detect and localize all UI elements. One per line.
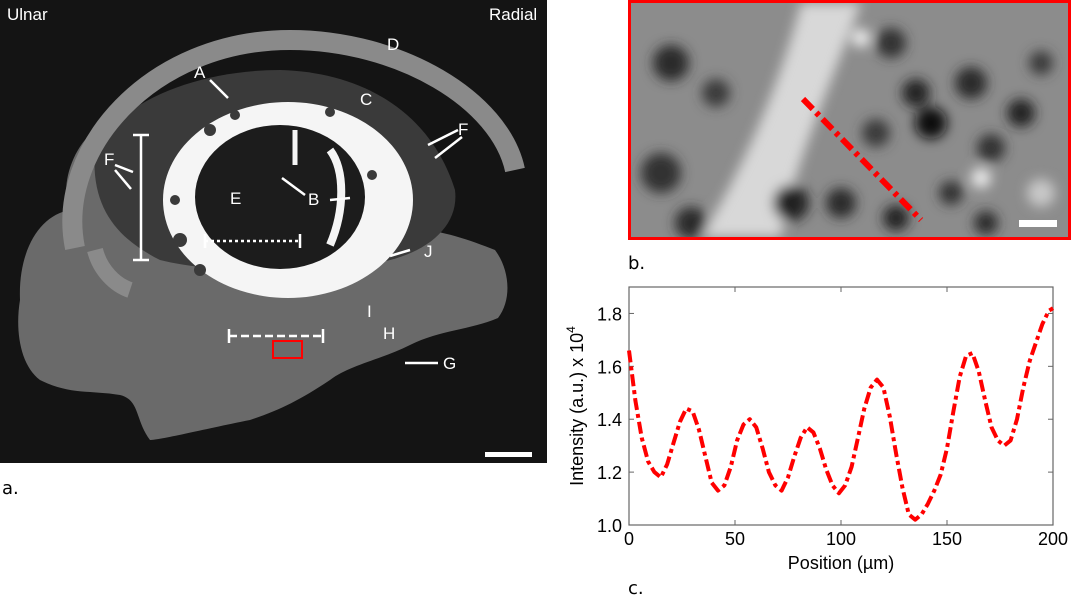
annotation-H: H — [383, 324, 396, 343]
intensity-series-line — [627, 306, 1055, 522]
x-tick-label: 0 — [624, 529, 634, 549]
annotation-C: C — [360, 90, 373, 109]
y-tick-label: 1.4 — [597, 410, 622, 430]
annotation-G: G — [443, 354, 457, 373]
y-tick-label: 1.8 — [597, 304, 622, 324]
annotation-J: J — [424, 242, 433, 261]
chart-axes: 0 50 100 150 200 1.0 1.2 1.4 1.6 1.8 — [597, 286, 1068, 549]
annotation-B: B — [308, 190, 320, 209]
panel-label-b: b. — [628, 253, 646, 274]
y-tick-label: 1.0 — [597, 516, 622, 536]
scale-bar-b — [1019, 220, 1057, 227]
x-tick-label: 100 — [826, 529, 856, 549]
scale-bar-a — [485, 452, 532, 457]
radial-label: Radial — [489, 5, 538, 24]
annotation-A: A — [194, 63, 206, 82]
annotation-D: D — [387, 35, 400, 54]
annotation-F-right: F — [458, 120, 469, 139]
ulnar-label: Ulnar — [7, 5, 48, 24]
profile-line — [800, 96, 924, 223]
x-tick-label: 150 — [932, 529, 962, 549]
y-tick-label: 1.6 — [597, 357, 622, 377]
x-tick-label: 50 — [725, 529, 745, 549]
x-axis-label: Position (µm) — [788, 553, 894, 573]
annotation-F-left: F — [104, 150, 115, 169]
y-axis-label: Intensity (a.u.) x 104 — [564, 326, 587, 486]
panel-b-zoomed-roi — [628, 0, 1071, 240]
panel-a-ct-image: Ulnar Radial A B C D E F F G H I J — [0, 0, 547, 463]
ct-cross-section — [18, 29, 532, 457]
annotation-E: E — [230, 189, 242, 208]
x-tick-label: 200 — [1038, 529, 1068, 549]
intensity-profile-chart: 0 50 100 150 200 1.0 1.2 1.4 1.6 1.8 Position (µm… — [564, 286, 1068, 573]
panel-label-c: c. — [628, 578, 644, 599]
panel-label-a: a. — [2, 478, 19, 499]
y-tick-label: 1.2 — [597, 463, 622, 483]
roi-texture — [631, 3, 1068, 237]
annotation-I: I — [367, 302, 372, 321]
